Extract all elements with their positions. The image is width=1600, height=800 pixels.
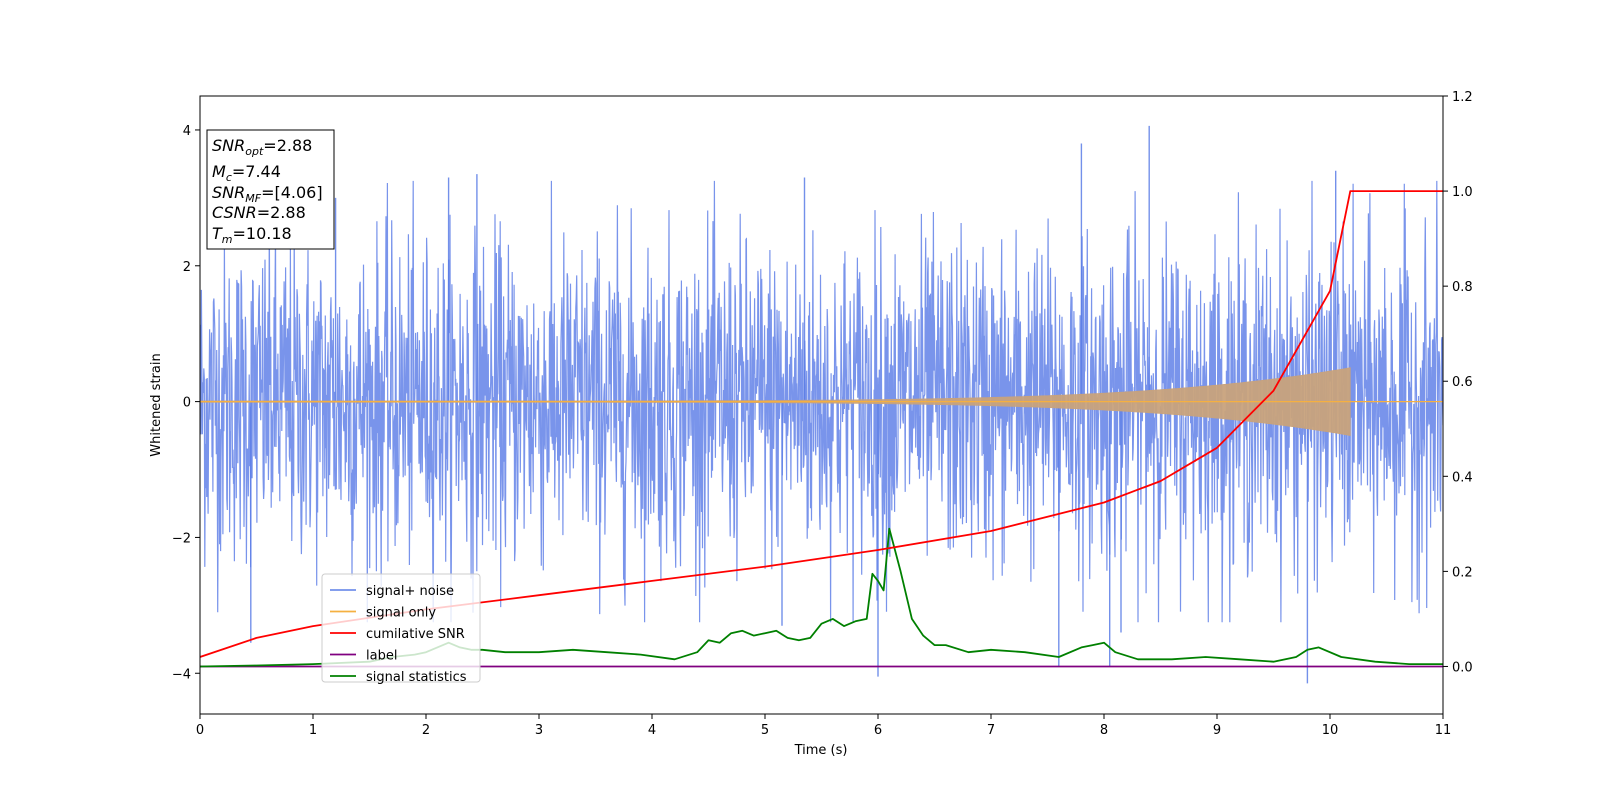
x-tick-label: 0 (196, 723, 204, 738)
legend-frame (321, 573, 481, 683)
y-right-tick-label: 0.8 (1452, 280, 1473, 295)
y-axis-label: Whitened strain (149, 353, 164, 456)
y-right-tick-label: 1.2 (1452, 90, 1473, 105)
x-tick-label: 10 (1322, 723, 1339, 738)
x-tick-label: 1 (309, 723, 317, 738)
annotation-mc: Mc=7.44 (212, 162, 281, 184)
y-left-tick-label: −4 (172, 667, 191, 682)
y-left-tick-label: 0 (183, 396, 191, 411)
y-axis-right: 0.0 0.2 0.4 0.6 0.8 1.0 1.2 (1443, 90, 1473, 675)
x-tick-label: 6 (874, 723, 882, 738)
y-axis-left: −4 −2 0 2 4 (172, 124, 200, 682)
annotation-snr-mf: SNRMF=[4.06] (212, 183, 323, 205)
x-tick-label: 8 (1100, 723, 1108, 738)
y-right-tick-label: 0.6 (1452, 375, 1473, 390)
x-tick-label: 5 (761, 723, 769, 738)
y-right-tick-label: 0.4 (1452, 470, 1473, 485)
legend-label: signal+ noise (366, 584, 454, 599)
annotation-box: SNRopt=2.88 Mc=7.44 SNRMF=[4.06] CSNR=2.… (206, 129, 335, 250)
annotation-csnr: CSNR=2.88 (212, 203, 306, 222)
y-right-tick-label: 1.0 (1452, 185, 1473, 200)
x-tick-label: 2 (422, 723, 430, 738)
y-left-tick-label: 2 (183, 260, 191, 275)
x-axis: 0 1 2 3 4 5 6 7 8 9 10 11 (196, 714, 1451, 738)
x-tick-label: 4 (648, 723, 656, 738)
y-right-tick-label: 0.0 (1452, 660, 1473, 675)
x-tick-label: 11 (1435, 723, 1452, 738)
x-tick-label: 9 (1213, 723, 1221, 738)
annotation-snr-opt: SNRopt=2.88 (212, 136, 312, 158)
legend-label: label (366, 649, 397, 664)
x-tick-label: 7 (987, 723, 995, 738)
legend-label: signal statistics (366, 670, 467, 685)
plot-frame (199, 95, 1444, 715)
x-axis-label: Time (s) (794, 743, 848, 758)
legend: signal+ noise signal only cumilative SNR la… (321, 573, 481, 685)
legend-label: signal only (366, 606, 436, 621)
annotation-box-frame (206, 129, 335, 250)
series-signal-noise-line (200, 180, 1443, 623)
y-left-tick-label: 4 (183, 124, 191, 139)
legend-label: cumilative SNR (366, 627, 465, 642)
annotation-tm: Tm=10.18 (212, 224, 292, 246)
x-tick-label: 3 (535, 723, 543, 738)
y-right-tick-label: 0.2 (1452, 565, 1473, 580)
y-left-tick-label: −2 (172, 531, 191, 546)
